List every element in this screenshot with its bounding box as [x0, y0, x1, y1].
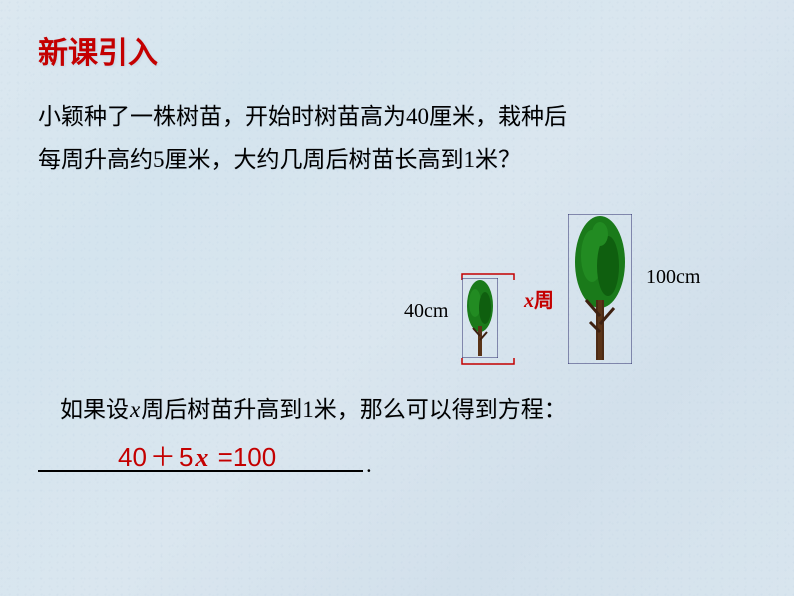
- big-tree-icon: [568, 214, 632, 364]
- x-unit: 周: [534, 290, 554, 312]
- small-tree-icon: [462, 278, 498, 358]
- label-100cm: 100cm: [646, 266, 700, 289]
- section-title: 新课引入: [38, 28, 756, 72]
- eq-eq100: =100: [210, 442, 276, 472]
- problem-text: 小颖种了一株树苗，开始时树苗高为40厘米，栽种后 每周升高约5厘米，大约几周后树…: [38, 96, 756, 181]
- prompt-post: 周后树苗升高到1米，那么可以得到方程：: [141, 397, 567, 422]
- problem-line-2: 每周升高约5厘米，大约几周后树苗长高到1米？: [38, 139, 756, 182]
- eq-5: 5: [179, 442, 193, 472]
- x-var: x: [524, 290, 534, 312]
- blank-line: [38, 470, 363, 472]
- eq-40: 40: [118, 442, 147, 472]
- label-40cm: 40cm: [404, 300, 448, 323]
- eq-plus: ＋: [147, 442, 179, 472]
- problem-line-1: 小颖种了一株树苗，开始时树苗高为40厘米，栽种后: [38, 96, 756, 139]
- prompt-text: 如果设x周后树苗升高到1米，那么可以得到方程：: [60, 390, 567, 424]
- prompt-var: x: [129, 397, 141, 422]
- answer-area: 40＋5x =100 .: [38, 430, 758, 500]
- tree-diagram: 40cm x周 100cm: [400, 200, 720, 370]
- label-x-weeks: x周: [524, 284, 554, 313]
- period: .: [366, 452, 372, 478]
- slide: 新课引入 小颖种了一株树苗，开始时树苗高为40厘米，栽种后 每周升高约5厘米，大…: [0, 0, 794, 596]
- eq-x: x: [193, 443, 210, 472]
- prompt-pre: 如果设: [60, 397, 129, 422]
- equation: 40＋5x =100: [118, 437, 276, 474]
